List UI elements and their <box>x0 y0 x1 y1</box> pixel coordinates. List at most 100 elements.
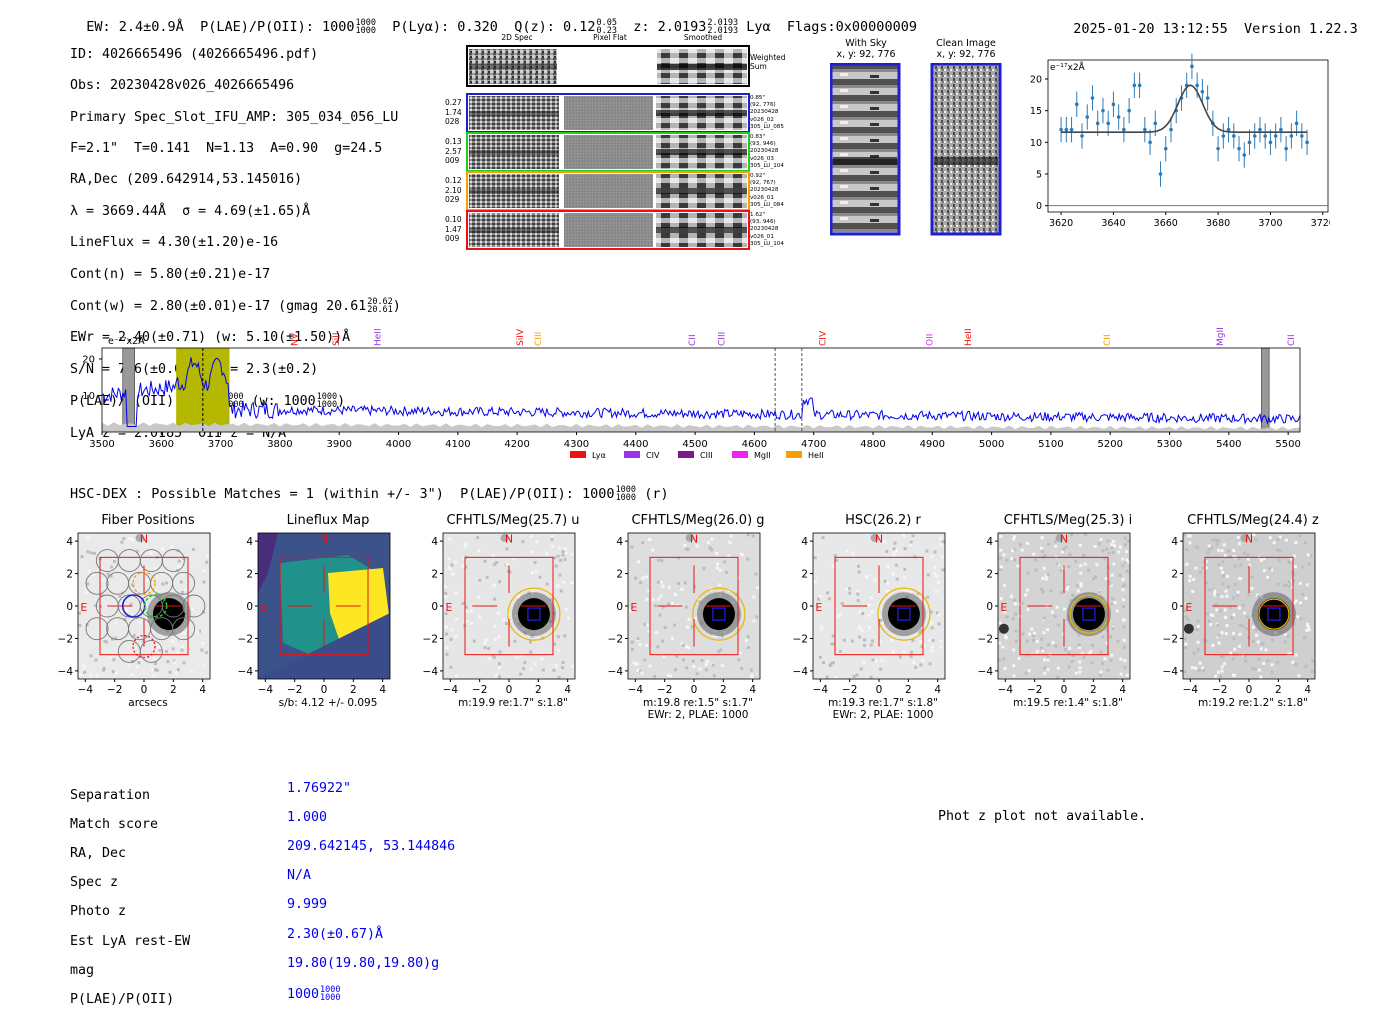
image-noise-pixel <box>1068 552 1072 556</box>
image-noise-pixel <box>464 542 468 546</box>
image-noise-pixel <box>1223 608 1227 612</box>
image-noise-pixel <box>1302 635 1306 639</box>
image-noise-pixel <box>1082 553 1086 557</box>
panel-xtick-label: −2 <box>657 684 672 696</box>
image-noise-pixel <box>444 591 448 595</box>
image-noise-pixel <box>1046 658 1050 662</box>
image-noise-pixel <box>671 601 675 605</box>
info-plae-w-sup-hi: 1000 <box>316 392 338 403</box>
image-noise-pixel <box>483 641 487 645</box>
image-noise-pixel <box>1043 671 1047 675</box>
image-noise-pixel <box>892 547 896 551</box>
image-noise-pixel <box>1062 547 1066 551</box>
zoom-data-point <box>1221 134 1226 138</box>
image-noise-pixel <box>476 536 480 540</box>
image-noise-pixel <box>1304 596 1308 600</box>
emission-line-label: CIII <box>534 332 544 346</box>
info-plae-sup-hi: 1000 <box>223 392 244 403</box>
image-noise-pixel <box>886 589 890 593</box>
image-noise-pixel <box>1184 615 1188 619</box>
image-noise-pixel <box>1278 535 1282 539</box>
image-noise-pixel <box>868 625 872 629</box>
image-noise-pixel <box>146 621 150 625</box>
image-noise-pixel <box>563 634 567 638</box>
image-noise-pixel <box>755 615 759 619</box>
image-noise-pixel <box>515 655 519 659</box>
image-noise-pixel <box>1105 641 1109 645</box>
image-noise-pixel <box>821 536 825 540</box>
image-noise-pixel <box>1207 544 1211 548</box>
match-value-separation: 1.76922" <box>287 780 352 796</box>
image-noise-pixel <box>1103 557 1107 561</box>
image-noise-pixel <box>465 609 469 613</box>
image-noise-pixel <box>1101 549 1105 553</box>
image-noise-pixel <box>570 664 574 668</box>
image-noise-pixel <box>1201 566 1205 570</box>
image-noise-pixel <box>1231 657 1235 661</box>
zoom-data-point <box>1127 108 1131 113</box>
image-noise-pixel <box>630 545 634 549</box>
image-noise-pixel <box>708 546 712 550</box>
cutout-right-value: 0.92" <box>750 173 766 179</box>
image-noise-pixel <box>1255 633 1259 637</box>
image-noise-pixel <box>702 567 706 571</box>
image-noise-pixel <box>998 630 1002 634</box>
sky-continuum <box>102 422 1300 432</box>
zoom-data-point <box>1190 64 1194 69</box>
image-noise-pixel <box>928 639 932 643</box>
image-noise-pixel <box>1221 560 1225 564</box>
image-noise-pixel <box>647 589 651 593</box>
match-labels: Separation Match score RA, Dec Spec z Ph… <box>70 774 190 1022</box>
cutout-left-value: 1.74 <box>445 107 462 117</box>
image-noise-pixel <box>561 660 565 664</box>
image-noise-pixel <box>882 540 886 544</box>
image-noise-pixel <box>137 661 141 665</box>
image-noise-pixel <box>864 575 868 579</box>
image-noise-pixel <box>1098 673 1102 677</box>
image-noise-pixel <box>567 616 571 620</box>
zoom-data-point <box>1074 102 1079 107</box>
image-noise-pixel <box>200 648 204 652</box>
image-noise-pixel <box>1250 575 1254 579</box>
image-noise-pixel <box>835 675 839 679</box>
image-noise-pixel <box>94 604 98 608</box>
image-noise-pixel <box>645 643 649 647</box>
image-noise-pixel <box>1046 668 1050 672</box>
image-noise-pixel <box>449 637 453 641</box>
image-noise-pixel <box>747 646 751 650</box>
image-noise-pixel <box>1244 659 1248 663</box>
image-noise-pixel <box>1067 651 1071 655</box>
legend-swatch <box>678 451 694 458</box>
image-noise-pixel <box>1183 533 1187 537</box>
image-noise-pixel <box>138 621 142 625</box>
panel-ytick-label: −2 <box>238 633 253 645</box>
panel-xtick-label: 2 <box>720 684 727 696</box>
image-noise-pixel <box>1192 577 1196 581</box>
spectrum-xtick-label: 4300 <box>564 439 589 450</box>
image-noise-pixel <box>1198 668 1202 672</box>
image-noise-pixel <box>1262 569 1266 573</box>
spectrum-xtick-label: 4500 <box>682 439 707 450</box>
image-noise-pixel <box>895 549 899 553</box>
zoom-ytick-label: 5 <box>1036 170 1042 181</box>
image-noise-pixel <box>894 563 898 567</box>
imaging-panel-title: CFHTLS/Meg(24.4) z <box>1187 513 1319 528</box>
image-noise-pixel <box>494 673 498 677</box>
panel-xtick-label: −2 <box>287 684 302 696</box>
cutout-left-value: 2.10 <box>445 185 462 195</box>
image-noise-pixel <box>704 668 708 672</box>
emission-line-label: CII <box>688 334 698 346</box>
emission-line-label: OII <box>925 334 935 346</box>
image-noise-pixel <box>135 549 139 553</box>
image-noise-pixel <box>1095 563 1099 567</box>
faint-source <box>1055 533 1064 542</box>
image-noise-pixel <box>557 546 561 550</box>
image-noise-pixel <box>161 547 165 551</box>
image-noise-pixel <box>1266 575 1270 579</box>
image-noise-pixel <box>1003 610 1007 614</box>
imaging-panel: N E −4 −4 −2 −2 0 0 2 2 4 4 <box>58 532 211 696</box>
info-radec: RA,Dec (209.642914,53.145016) <box>70 172 303 188</box>
image-noise-pixel <box>645 575 649 579</box>
image-noise-pixel <box>529 650 533 654</box>
header-flags: Flags:0x00000009 <box>786 19 917 35</box>
